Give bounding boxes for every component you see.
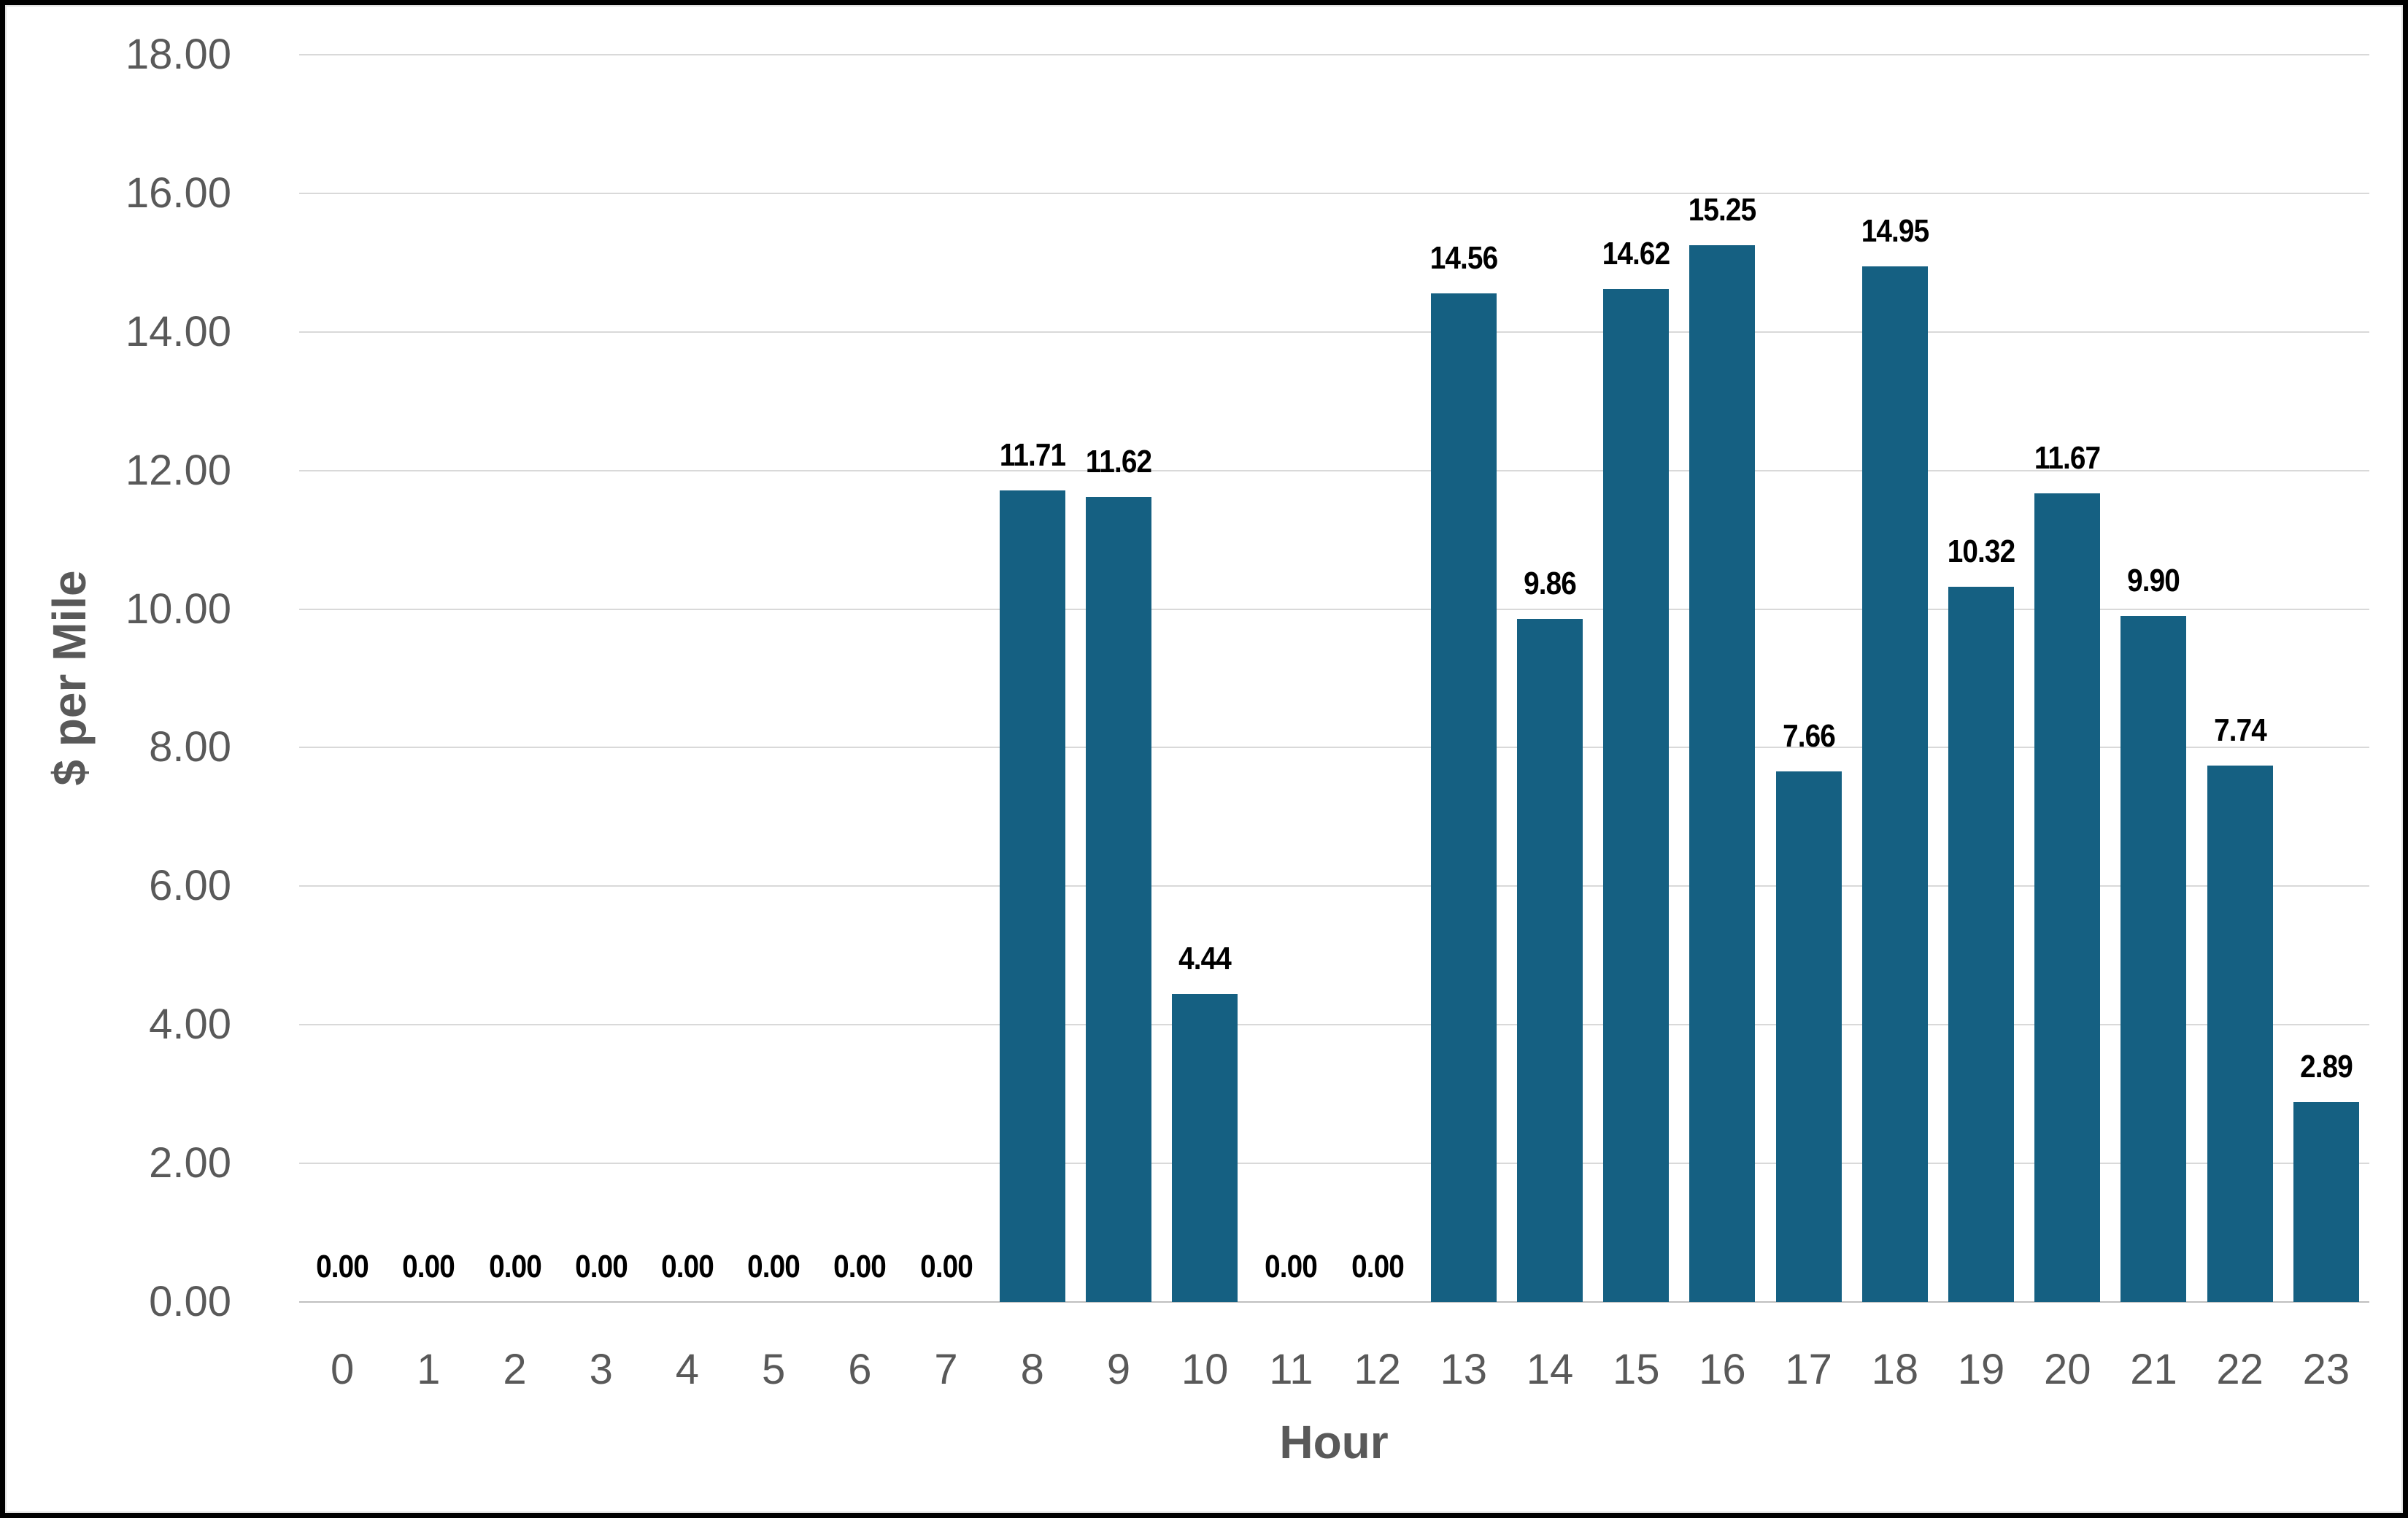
x-tick-label-16: 16 xyxy=(1699,1346,1746,1393)
data-label-hour-22: 7.74 xyxy=(2213,712,2267,749)
data-label-hour-16: 15.25 xyxy=(1689,192,1756,228)
x-tick-label-11: 11 xyxy=(1269,1346,1313,1393)
x-tick-label-10: 10 xyxy=(1181,1346,1229,1393)
y-tick-label: 18.00 xyxy=(125,31,231,78)
x-tick-label-5: 5 xyxy=(762,1346,786,1393)
data-label-hour-12: 0.00 xyxy=(1351,1249,1405,1284)
gridline xyxy=(299,469,2369,471)
bar-hour-19 xyxy=(1948,587,2015,1302)
x-tick-label-14: 14 xyxy=(1526,1346,1574,1393)
gridline xyxy=(299,1163,2369,1165)
gridline xyxy=(299,192,2369,194)
gridline xyxy=(299,885,2369,887)
data-label-hour-13: 14.56 xyxy=(1429,239,1498,276)
y-tick-label: 10.00 xyxy=(125,585,231,633)
x-axis-title: Hour xyxy=(1279,1416,1389,1468)
y-tick-label: 8.00 xyxy=(149,723,231,771)
x-tick-label-17: 17 xyxy=(1785,1346,1832,1393)
bar-hour-22 xyxy=(2207,766,2273,1302)
x-tick-label-18: 18 xyxy=(1871,1346,1919,1393)
y-tick-label: 4.00 xyxy=(149,1001,231,1049)
bar-hour-9 xyxy=(1085,496,1151,1302)
y-tick-label: 0.00 xyxy=(149,1278,231,1325)
bar-hour-17 xyxy=(1775,771,1842,1302)
gridline xyxy=(299,331,2369,333)
x-tick-label-15: 15 xyxy=(1612,1346,1660,1393)
data-label-hour-0: 0.00 xyxy=(316,1249,369,1284)
bar-hour-23 xyxy=(2293,1101,2359,1302)
x-tick-label-23: 23 xyxy=(2302,1346,2350,1393)
gridline xyxy=(299,54,2369,55)
data-label-hour-9: 11.62 xyxy=(1085,443,1152,479)
data-label-hour-17: 7.66 xyxy=(1782,717,1836,754)
data-label-hour-8: 11.71 xyxy=(999,437,1066,474)
data-label-hour-11: 0.00 xyxy=(1265,1249,1318,1284)
data-label-hour-20: 11.67 xyxy=(2034,439,2101,476)
y-tick-label: 12.00 xyxy=(125,446,231,494)
y-tick-label: 14.00 xyxy=(125,307,231,355)
x-tick-label-1: 1 xyxy=(417,1346,441,1393)
y-tick-label: 16.00 xyxy=(125,169,231,217)
bar-hour-18 xyxy=(1861,266,1928,1302)
data-label-hour-4: 0.00 xyxy=(661,1249,714,1284)
data-label-hour-7: 0.00 xyxy=(919,1249,973,1284)
data-label-hour-5: 0.00 xyxy=(747,1249,800,1284)
x-tick-label-19: 19 xyxy=(1957,1346,2005,1393)
data-label-hour-10: 4.44 xyxy=(1178,941,1232,977)
data-label-hour-18: 14.95 xyxy=(1861,212,1929,249)
bar-hour-21 xyxy=(2120,616,2187,1302)
x-tick-label-12: 12 xyxy=(1354,1346,1401,1393)
y-tick-label: 6.00 xyxy=(149,862,231,910)
x-tick-label-0: 0 xyxy=(330,1346,355,1393)
x-tick-label-8: 8 xyxy=(1020,1346,1044,1393)
data-label-hour-2: 0.00 xyxy=(488,1249,542,1284)
y-axis-title: $ per Mile xyxy=(43,570,96,786)
bar-hour-16 xyxy=(1689,245,1756,1302)
x-tick-label-2: 2 xyxy=(503,1346,527,1393)
x-tick-label-4: 4 xyxy=(675,1346,700,1393)
data-label-hour-19: 10.32 xyxy=(1947,533,2015,570)
data-label-hour-23: 2.89 xyxy=(2299,1048,2353,1084)
data-label-hour-14: 9.86 xyxy=(1524,565,1577,601)
x-tick-label-13: 13 xyxy=(1440,1346,1488,1393)
gridline xyxy=(299,747,2369,749)
data-label-hour-21: 9.90 xyxy=(2127,563,2181,599)
data-label-hour-6: 0.00 xyxy=(833,1249,887,1284)
bar-hour-13 xyxy=(1430,293,1497,1302)
x-axis-line xyxy=(299,1301,2369,1303)
x-tick-label-7: 7 xyxy=(934,1346,958,1393)
x-tick-label-6: 6 xyxy=(848,1346,872,1393)
bar-hour-8 xyxy=(999,490,1065,1302)
y-tick-label: 2.00 xyxy=(149,1139,231,1187)
gridline xyxy=(299,1024,2369,1026)
x-tick-label-22: 22 xyxy=(2216,1346,2264,1393)
x-tick-label-20: 20 xyxy=(2044,1346,2091,1393)
data-label-hour-15: 14.62 xyxy=(1602,235,1670,271)
bar-hour-15 xyxy=(1603,288,1670,1302)
data-label-hour-3: 0.00 xyxy=(574,1249,628,1284)
bar-hour-14 xyxy=(1517,618,1583,1302)
data-label-hour-1: 0.00 xyxy=(402,1249,455,1284)
x-tick-label-3: 3 xyxy=(589,1346,613,1393)
bar-hour-20 xyxy=(2034,493,2101,1302)
bar-hour-10 xyxy=(1172,994,1238,1302)
gridline xyxy=(299,608,2369,610)
x-tick-label-21: 21 xyxy=(2130,1346,2177,1393)
x-tick-label-9: 9 xyxy=(1106,1346,1131,1393)
